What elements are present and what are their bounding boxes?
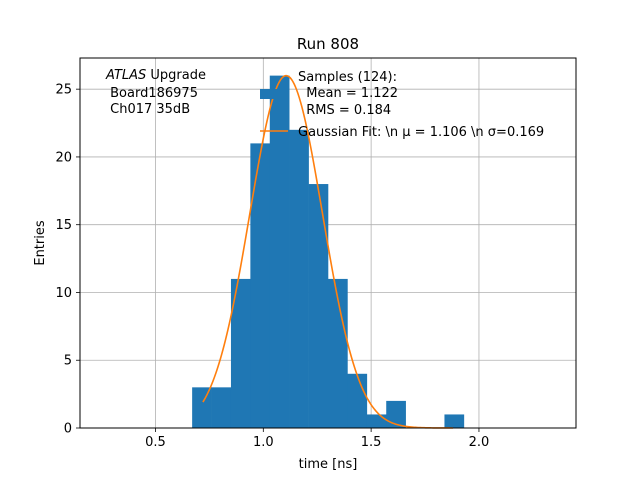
legend: Samples (124): Mean = 1.122 RMS = 0.184 … [260, 70, 544, 140]
histogram-bar [230, 278, 251, 428]
y-axis-label: Entries [33, 220, 48, 266]
legend-samples-mean: Mean = 1.122 [298, 86, 398, 101]
histogram-bar [289, 129, 309, 429]
y-tick-label: 10 [55, 286, 72, 301]
legend-samples-rms: RMS = 0.184 [298, 103, 391, 118]
x-tick-label: 0.5 [145, 435, 166, 450]
histogram-bar [366, 414, 387, 428]
histogram-bar [269, 75, 290, 428]
histogram-bar [444, 414, 465, 428]
x-tick-label: 1.0 [253, 435, 274, 450]
x-tick-label: 2.0 [469, 435, 490, 450]
annotation-upgrade-word: Upgrade [146, 68, 206, 83]
legend-samples-label: Samples (124): [298, 70, 397, 85]
x-axis-label: time [ns] [299, 457, 358, 472]
gaussian-fit-curve [202, 74, 454, 429]
histogram-bar [250, 143, 271, 428]
histogram-bar [192, 387, 212, 428]
histogram-bar [347, 373, 368, 428]
histogram-bar [386, 400, 406, 428]
y-tick-label: 5 [64, 354, 72, 369]
histogram-bar [211, 387, 232, 428]
legend-fit-label: Gaussian Fit: \n μ = 1.106 \n σ=0.169 [298, 125, 544, 140]
histogram-bar [328, 278, 348, 428]
axis-ticks: 0.5 1.0 1.5 2.0 0 5 10 15 20 25 [55, 83, 489, 450]
y-tick-label: 25 [55, 83, 72, 98]
y-tick-label: 20 [55, 150, 72, 165]
gaussian-fit-curve-group [202, 74, 454, 429]
histogram-bar [308, 184, 329, 428]
plot-area-frame [79, 57, 577, 429]
histogram-bars [192, 75, 465, 429]
annotation-atlas-word: ATLAS [105, 68, 146, 83]
y-tick-label: 15 [55, 218, 72, 233]
y-tick-label: 0 [64, 422, 72, 437]
annotation-channel: Ch017 35dB [106, 102, 190, 117]
atlas-annotation: ATLAS Upgrade Board186975 Ch017 35dB [105, 68, 206, 117]
annotation-board: Board186975 [106, 86, 198, 101]
annotation-line-1: ATLAS Upgrade [105, 68, 206, 83]
x-tick-label: 1.5 [361, 435, 382, 450]
chart-title: Run 808 [297, 35, 359, 53]
legend-samples-swatch [260, 89, 288, 99]
